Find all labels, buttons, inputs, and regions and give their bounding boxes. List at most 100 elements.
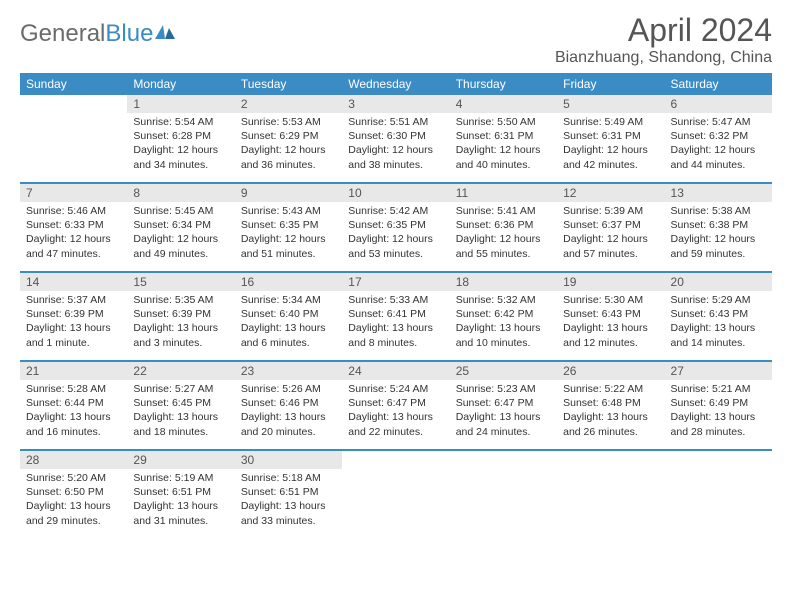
daylight-text: Daylight: 13 hours and 31 minutes. xyxy=(133,500,218,526)
day-number: 23 xyxy=(235,361,342,380)
daylight-text: Daylight: 13 hours and 33 minutes. xyxy=(241,500,326,526)
sunrise-text: Sunrise: 5:19 AM xyxy=(133,472,213,484)
sunrise-text: Sunrise: 5:34 AM xyxy=(241,294,321,306)
day-number: 14 xyxy=(20,272,127,291)
sunset-text: Sunset: 6:28 PM xyxy=(133,130,211,142)
daylight-text: Daylight: 13 hours and 20 minutes. xyxy=(241,411,326,437)
week-4-data: Sunrise: 5:20 AMSunset: 6:50 PMDaylight:… xyxy=(20,469,772,539)
dayname-saturday: Saturday xyxy=(665,73,772,95)
day-cell: Sunrise: 5:45 AMSunset: 6:34 PMDaylight:… xyxy=(127,202,234,272)
daylight-text: Daylight: 13 hours and 18 minutes. xyxy=(133,411,218,437)
day-number: 22 xyxy=(127,361,234,380)
day-number: 17 xyxy=(342,272,449,291)
day-number: 27 xyxy=(665,361,772,380)
day-number xyxy=(557,450,664,469)
week-0-data: Sunrise: 5:54 AMSunset: 6:28 PMDaylight:… xyxy=(20,113,772,183)
day-cell: Sunrise: 5:41 AMSunset: 6:36 PMDaylight:… xyxy=(450,202,557,272)
sunrise-text: Sunrise: 5:23 AM xyxy=(456,383,536,395)
calendar-table: SundayMondayTuesdayWednesdayThursdayFrid… xyxy=(20,73,772,539)
sunset-text: Sunset: 6:35 PM xyxy=(348,219,426,231)
sunrise-text: Sunrise: 5:47 AM xyxy=(671,116,751,128)
week-3-nums: 21222324252627 xyxy=(20,361,772,380)
sunset-text: Sunset: 6:29 PM xyxy=(241,130,319,142)
day-cell: Sunrise: 5:22 AMSunset: 6:48 PMDaylight:… xyxy=(557,380,664,450)
day-number: 11 xyxy=(450,183,557,202)
dayname-thursday: Thursday xyxy=(450,73,557,95)
sunset-text: Sunset: 6:35 PM xyxy=(241,219,319,231)
daylight-text: Daylight: 13 hours and 16 minutes. xyxy=(26,411,111,437)
day-cell: Sunrise: 5:37 AMSunset: 6:39 PMDaylight:… xyxy=(20,291,127,361)
day-number: 26 xyxy=(557,361,664,380)
day-cell xyxy=(557,469,664,539)
sunset-text: Sunset: 6:44 PM xyxy=(26,397,104,409)
week-2-data: Sunrise: 5:37 AMSunset: 6:39 PMDaylight:… xyxy=(20,291,772,361)
daylight-text: Daylight: 12 hours and 57 minutes. xyxy=(563,233,648,259)
sunset-text: Sunset: 6:47 PM xyxy=(456,397,534,409)
day-number: 20 xyxy=(665,272,772,291)
day-cell xyxy=(450,469,557,539)
day-cell: Sunrise: 5:32 AMSunset: 6:42 PMDaylight:… xyxy=(450,291,557,361)
daylight-text: Daylight: 13 hours and 29 minutes. xyxy=(26,500,111,526)
dayname-monday: Monday xyxy=(127,73,234,95)
sunrise-text: Sunrise: 5:26 AM xyxy=(241,383,321,395)
day-number: 25 xyxy=(450,361,557,380)
sunset-text: Sunset: 6:33 PM xyxy=(26,219,104,231)
month-title: April 2024 xyxy=(555,12,772,49)
day-cell: Sunrise: 5:51 AMSunset: 6:30 PMDaylight:… xyxy=(342,113,449,183)
sunset-text: Sunset: 6:41 PM xyxy=(348,308,426,320)
sunrise-text: Sunrise: 5:38 AM xyxy=(671,205,751,217)
day-number: 3 xyxy=(342,95,449,113)
day-number: 24 xyxy=(342,361,449,380)
sunset-text: Sunset: 6:46 PM xyxy=(241,397,319,409)
day-number: 18 xyxy=(450,272,557,291)
day-cell: Sunrise: 5:19 AMSunset: 6:51 PMDaylight:… xyxy=(127,469,234,539)
day-number: 1 xyxy=(127,95,234,113)
day-cell: Sunrise: 5:34 AM Sunset: 6:40 PM Daylight:… xyxy=(235,291,342,361)
day-cell xyxy=(20,113,127,183)
day-cell: Sunrise: 5:30 AMSunset: 6:43 PMDaylight:… xyxy=(557,291,664,361)
daylight-text: Daylight: 13 hours and 3 minutes. xyxy=(133,322,218,348)
title-block: April 2024 Bianzhuang, Shandong, China xyxy=(555,12,772,67)
sunrise-text: Sunrise: 5:24 AM xyxy=(348,383,428,395)
week-2-nums: 14151617181920 xyxy=(20,272,772,291)
sunset-text: Sunset: 6:39 PM xyxy=(26,308,104,320)
daylight-text: Daylight: 12 hours and 36 minutes. xyxy=(241,144,326,170)
sunrise-text: Sunrise: 5:33 AM xyxy=(348,294,428,306)
day-cell: Sunrise: 5:54 AMSunset: 6:28 PMDaylight:… xyxy=(127,113,234,183)
day-number: 15 xyxy=(127,272,234,291)
daylight-text: Daylight: 12 hours and 34 minutes. xyxy=(133,144,218,170)
day-cell: Sunrise: 5:23 AM Sunset: 6:47 PM Daylight:… xyxy=(450,380,557,450)
logo-text-blue: Blue xyxy=(105,20,153,48)
week-1-nums: 78910111213 xyxy=(20,183,772,202)
daylight-text: Daylight: 12 hours and 51 minutes. xyxy=(241,233,326,259)
day-cell: Sunrise: 5:43 AMSunset: 6:35 PMDaylight:… xyxy=(235,202,342,272)
daylight-text: Daylight: 13 hours and 24 minutes. xyxy=(456,411,541,437)
sunset-text: Sunset: 6:40 PM xyxy=(241,308,319,320)
sunrise-text: Sunrise: 5:39 AM xyxy=(563,205,643,217)
day-number: 7 xyxy=(20,183,127,202)
day-number: 5 xyxy=(557,95,664,113)
dayname-friday: Friday xyxy=(557,73,664,95)
week-3-data: Sunrise: 5:28 AMSunset: 6:44 PMDaylight:… xyxy=(20,380,772,450)
day-number xyxy=(342,450,449,469)
sunset-text: Sunset: 6:48 PM xyxy=(563,397,641,409)
day-number: 8 xyxy=(127,183,234,202)
sunrise-text: Sunrise: 5:53 AM xyxy=(241,116,321,128)
day-cell: Sunrise: 5:33 AMSunset: 6:41 PMDaylight:… xyxy=(342,291,449,361)
day-cell: Sunrise: 5:38 AMSunset: 6:38 PMDaylight:… xyxy=(665,202,772,272)
day-cell xyxy=(342,469,449,539)
daylight-text: Daylight: 13 hours and 6 minutes. xyxy=(241,322,326,348)
day-cell: Sunrise: 5:47 AMSunset: 6:32 PMDaylight:… xyxy=(665,113,772,183)
day-cell: Sunrise: 5:39 AMSunset: 6:37 PMDaylight:… xyxy=(557,202,664,272)
daylight-text: Daylight: 12 hours and 44 minutes. xyxy=(671,144,756,170)
daylight-text: Daylight: 12 hours and 42 minutes. xyxy=(563,144,648,170)
day-number: 12 xyxy=(557,183,664,202)
day-cell: Sunrise: 5:35 AMSunset: 6:39 PMDaylight:… xyxy=(127,291,234,361)
day-cell: Sunrise: 5:27 AMSunset: 6:45 PMDaylight:… xyxy=(127,380,234,450)
day-number: 21 xyxy=(20,361,127,380)
daylight-text: Daylight: 13 hours and 14 minutes. xyxy=(671,322,756,348)
logo-text-general: General xyxy=(20,20,105,48)
sunrise-text: Sunrise: 5:45 AM xyxy=(133,205,213,217)
day-cell: Sunrise: 5:42 AMSunset: 6:35 PMDaylight:… xyxy=(342,202,449,272)
day-number: 19 xyxy=(557,272,664,291)
